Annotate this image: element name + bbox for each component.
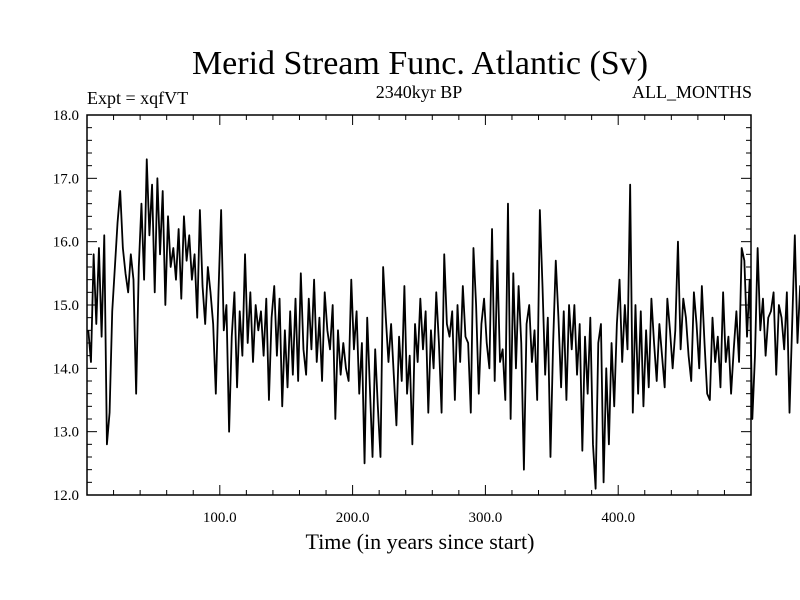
chart-title: Merid Stream Func. Atlantic (Sv): [192, 45, 648, 82]
x-tick-label: 300.0: [469, 510, 503, 526]
y-axis: 12.0 13.0 14.0 15.0 16.0 17.0 18.0: [53, 108, 751, 504]
y-tick-label: 17.0: [53, 171, 79, 187]
x-axis: 100.0 200.0 300.0 400.0: [86, 115, 752, 526]
y-tick-label: 12.0: [53, 488, 79, 504]
y-tick-label: 16.0: [53, 235, 79, 251]
x-tick-label: 100.0: [203, 510, 237, 526]
plot-frame: [86, 114, 752, 496]
x-tick-label: 400.0: [601, 510, 635, 526]
y-tick-label: 15.0: [53, 298, 79, 314]
y-tick-label: 14.0: [53, 361, 79, 377]
experiment-label: Expt = xqfVT: [87, 88, 188, 108]
months-label: ALL_MONTHS: [632, 82, 752, 102]
x-axis-label: Time (in years since start): [306, 529, 535, 554]
y-tick-label: 13.0: [53, 425, 79, 441]
series-line: [87, 158, 800, 490]
period-label: 2340kyr BP: [376, 82, 463, 102]
y-tick-label: 18.0: [53, 108, 79, 124]
x-tick-label: 200.0: [336, 510, 370, 526]
